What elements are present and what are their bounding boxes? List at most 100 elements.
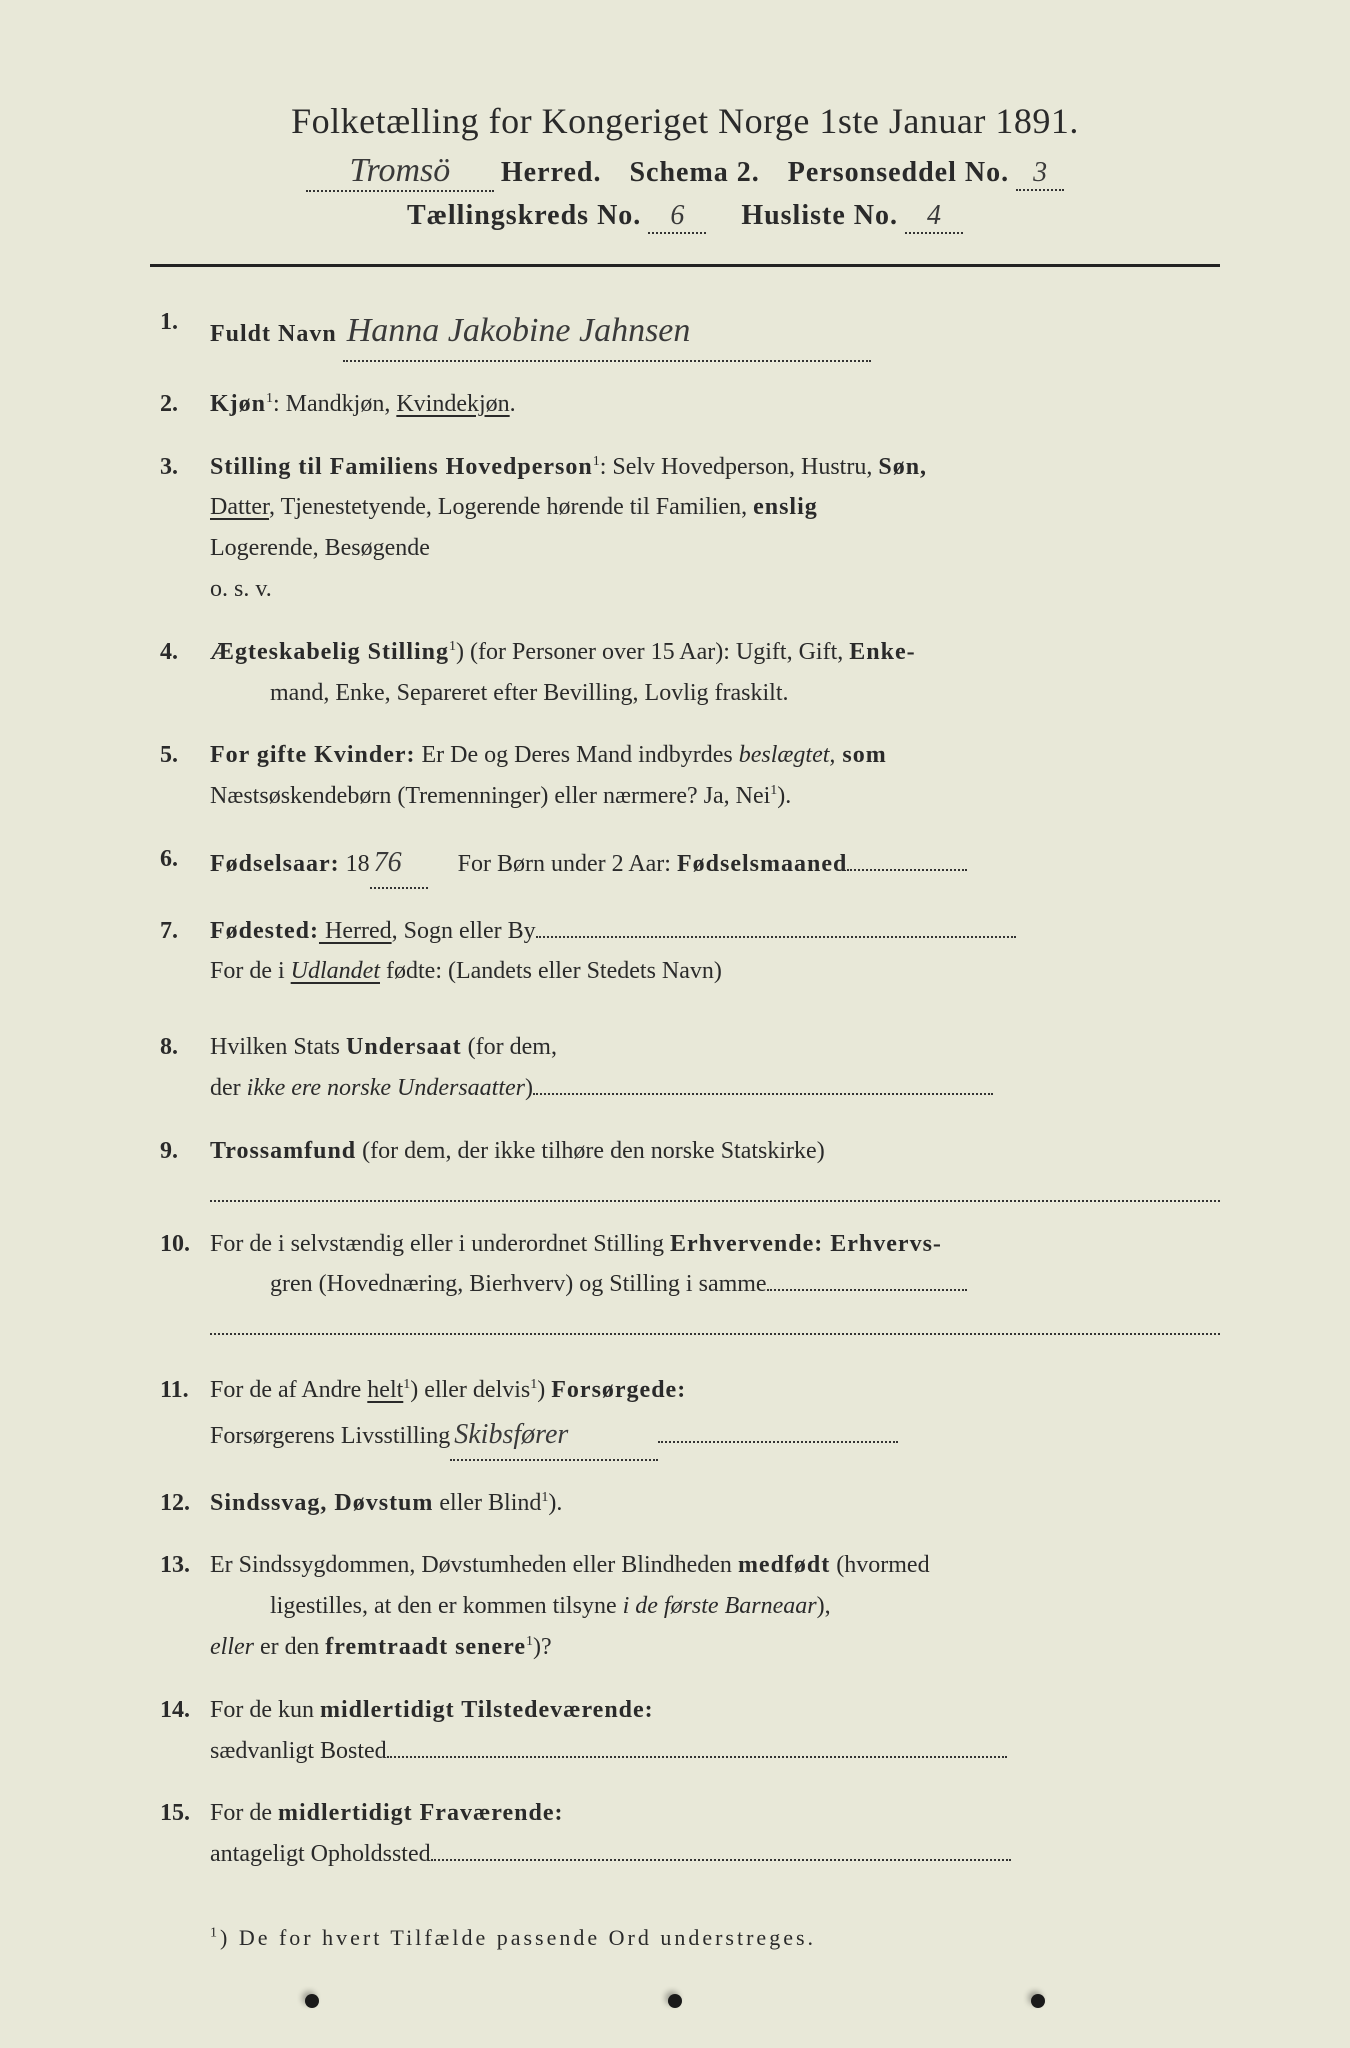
item-15: 15. For de midlertidigt Fraværende: anta…: [160, 1793, 1220, 1875]
item-body: Fødselsaar: 1876 For Børn under 2 Aar: F…: [210, 839, 1220, 889]
item-num: 10.: [160, 1224, 210, 1336]
q15-b: antageligt Opholdssted: [210, 1841, 431, 1867]
q3-bold-a: Søn,: [878, 454, 927, 480]
form-items: 1. Fuldt Navn Hanna Jakobine Jahnsen 2. …: [150, 302, 1220, 1875]
subtitle-line-1: Tromsö Herred. Schema 2. Personseddel No…: [150, 152, 1220, 192]
q15-blank: [431, 1859, 1011, 1861]
item-num: 7.: [160, 911, 210, 993]
q11-u1: helt: [367, 1377, 403, 1403]
item-4: 4. Ægteskabelig Stilling1) (for Personer…: [160, 632, 1220, 714]
item-body: Ægteskabelig Stilling1) (for Personer ov…: [210, 632, 1220, 714]
q3-d: o. s. v.: [210, 576, 272, 602]
binding-holes: [0, 1994, 1350, 2008]
q13-c: ligestilles, at den er kommen tilsyne: [270, 1593, 623, 1619]
form-title: Folketælling for Kongeriget Norge 1ste J…: [150, 100, 1220, 142]
item-1: 1. Fuldt Navn Hanna Jakobine Jahnsen: [160, 302, 1220, 362]
q6-blank: [847, 869, 967, 871]
item-14: 14. For de kun midlertidigt Tilstedevære…: [160, 1690, 1220, 1772]
subtitle-line-2: Tællingskreds No. 6 Husliste No. 4: [150, 200, 1220, 234]
q15-a: For de: [210, 1800, 278, 1826]
hole-icon: [668, 1994, 682, 2008]
q5-b: Næstsøskendebørn (Tremenninger) eller næ…: [210, 783, 770, 809]
item-num: 12.: [160, 1483, 210, 1524]
q3-label: Stilling til Familiens Hovedperson: [210, 454, 593, 480]
q5-a: Er De og Deres Mand indbyrdes: [416, 742, 739, 768]
item-body: Hvilken Stats Undersaat (for dem, der ik…: [210, 1027, 1220, 1109]
hole-icon: [305, 1994, 319, 2008]
item-13: 13. Er Sindssygdommen, Døvstumheden elle…: [160, 1545, 1220, 1667]
husliste-label: Husliste No.: [741, 200, 898, 231]
item-body: For de kun midlertidigt Tilstedeværende:…: [210, 1690, 1220, 1772]
q13-end: )?: [533, 1634, 552, 1660]
item-num: 1.: [160, 302, 210, 362]
q8-c: der: [210, 1075, 247, 1101]
item-num: 13.: [160, 1545, 210, 1667]
q9-blank: [210, 1176, 1220, 1202]
q6-value: 76: [370, 839, 428, 889]
q7-italic: Udlandet: [291, 958, 380, 984]
q14-blank: [387, 1756, 1007, 1758]
item-9: 9. Trossamfund (for dem, der ikke tilhør…: [160, 1131, 1220, 1202]
q10-blank2: [210, 1309, 1220, 1335]
q10-bold-b: Erhvervs-: [823, 1231, 942, 1257]
item-5: 5. For gifte Kvinder: Er De og Deres Man…: [160, 735, 1220, 817]
q3-b: , Tjenestetyende, Logerende hørende til …: [269, 494, 753, 520]
kreds-value: 6: [648, 200, 706, 234]
item-num: 11.: [160, 1370, 210, 1460]
item-body: For de midlertidigt Fraværende: antageli…: [210, 1793, 1220, 1875]
q14-bold: midlertidigt Tilstedeværende:: [320, 1697, 654, 1723]
q3-a: : Selv Hovedperson, Hustru,: [600, 454, 879, 480]
q11-u2: delvis: [473, 1377, 530, 1403]
q13-e: er den: [254, 1634, 325, 1660]
q4-label: Ægteskabelig Stilling: [210, 639, 449, 665]
item-body: Fuldt Navn Hanna Jakobine Jahnsen: [210, 302, 1220, 362]
hole-icon: [1031, 1994, 1045, 2008]
q3-selected: Datter: [210, 494, 269, 520]
item-num: 8.: [160, 1027, 210, 1109]
q7-selected: Herred: [319, 918, 392, 944]
q10-blank: [767, 1289, 967, 1291]
q6-prefix: 18: [340, 851, 370, 877]
q8-italic: ikke ere norske Undersaatter: [247, 1075, 525, 1101]
q12-text: eller Blind: [433, 1490, 541, 1516]
q5-end: ).: [777, 783, 791, 809]
q9-text: (for dem, der ikke tilhøre den norske St…: [356, 1138, 825, 1164]
q14-b: sædvanligt Bosted: [210, 1738, 387, 1764]
schema-label: Schema 2.: [629, 157, 759, 188]
q8-blank: [533, 1093, 993, 1095]
q11-a: For de af Andre: [210, 1377, 367, 1403]
item-11: 11. For de af Andre helt1) eller delvis1…: [160, 1370, 1220, 1460]
herred-value: Tromsö: [306, 152, 494, 192]
item-num: 6.: [160, 839, 210, 889]
item-num: 5.: [160, 735, 210, 817]
q7-c: fødte: (Landets eller Stedets Navn): [380, 958, 722, 984]
item-num: 2.: [160, 384, 210, 425]
item-num: 4.: [160, 632, 210, 714]
q3-c: Logerende, Besøgende: [210, 535, 430, 561]
item-3: 3. Stilling til Familiens Hovedperson1: …: [160, 447, 1220, 610]
q11-d: Forsørgerens Livsstilling: [210, 1423, 450, 1449]
q8-a: Hvilken Stats: [210, 1034, 346, 1060]
item-num: 9.: [160, 1131, 210, 1202]
item-num: 3.: [160, 447, 210, 610]
q14-a: For de kun: [210, 1697, 320, 1723]
q5-label: For gifte Kvinder:: [210, 742, 416, 768]
item-8: 8. Hvilken Stats Undersaat (for dem, der…: [160, 1027, 1220, 1109]
q5-italic: beslægtet,: [739, 742, 836, 768]
q15-bold: midlertidigt Fraværende:: [278, 1800, 564, 1826]
q2-label: Kjøn: [210, 391, 266, 417]
q13-bold-b: fremtraadt senere: [325, 1634, 526, 1660]
item-12: 12. Sindssvag, Døvstum eller Blind1).: [160, 1483, 1220, 1524]
q7-blank: [536, 936, 1016, 938]
husliste-value: 4: [905, 200, 963, 234]
q10-a: For de i selvstændig eller i underordnet…: [210, 1231, 670, 1257]
q13-d: ),: [817, 1593, 831, 1619]
item-2: 2. Kjøn1: Mandkjøn, Kvindekjøn.: [160, 384, 1220, 425]
item-body: Er Sindssygdommen, Døvstumheden eller Bl…: [210, 1545, 1220, 1667]
footnote-text: ) De for hvert Tilfælde passende Ord und…: [220, 1925, 816, 1950]
q2-text: : Mandkjøn,: [273, 391, 396, 417]
q9-label: Trossamfund: [210, 1138, 356, 1164]
q11-b: ) eller: [410, 1377, 473, 1403]
kreds-label: Tællingskreds No.: [407, 200, 641, 231]
item-body: For de i selvstændig eller i underordnet…: [210, 1224, 1220, 1336]
